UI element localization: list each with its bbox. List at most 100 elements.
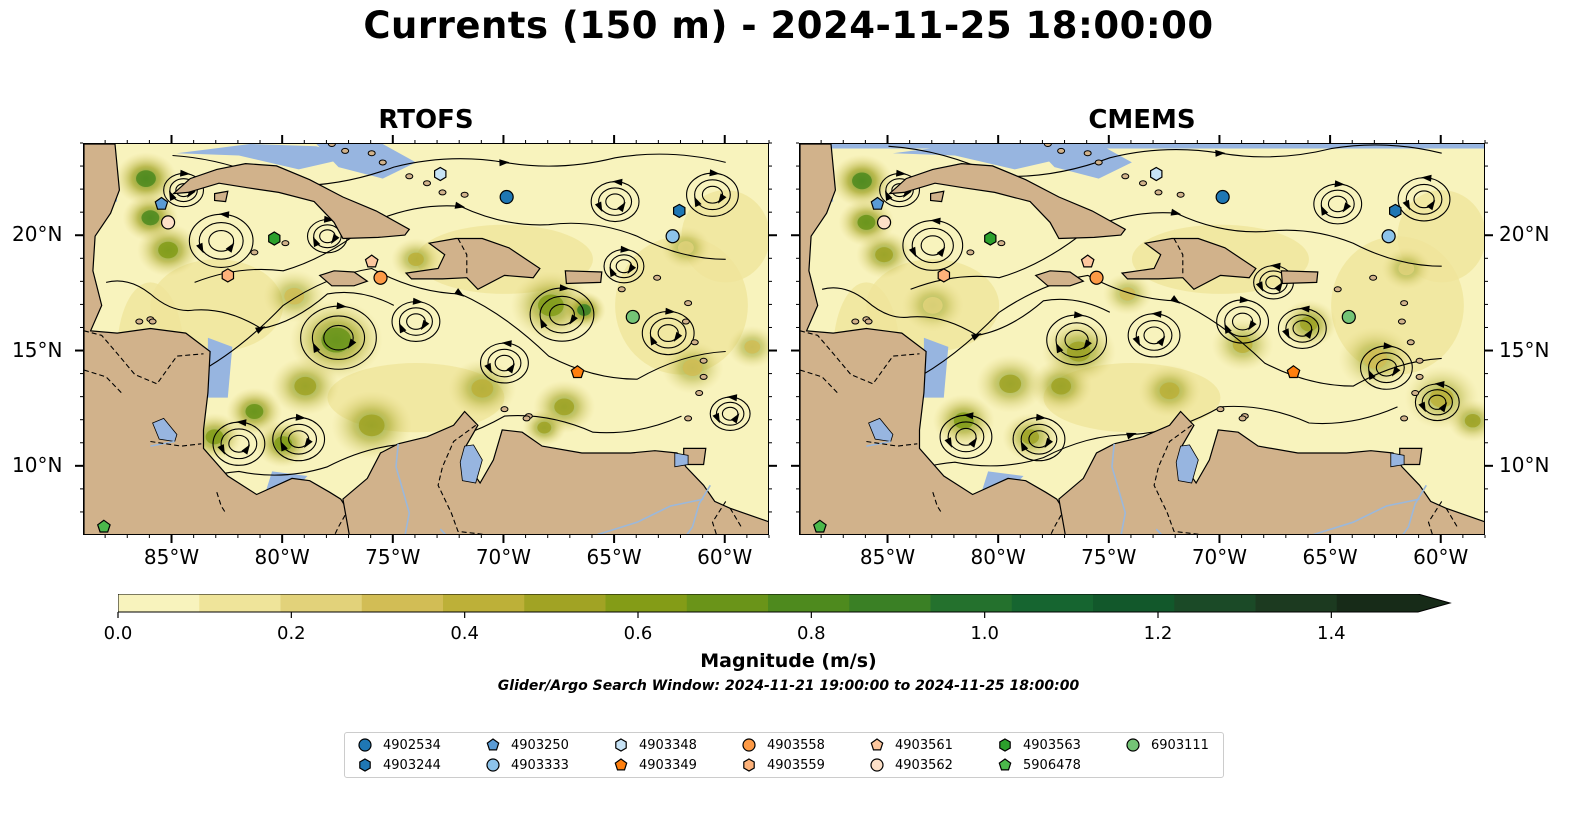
island [1400, 300, 1409, 307]
legend-item-4903562: 4903562 [869, 756, 953, 774]
platform-marker-4903563[interactable] [268, 231, 281, 246]
map-canvas-cmems [800, 144, 1484, 534]
island [1176, 191, 1185, 198]
platform-marker-4903558[interactable] [373, 270, 388, 285]
land-isleYouth [930, 190, 945, 203]
platform-marker-5906478[interactable] [812, 519, 827, 533]
legend-label: 5906478 [1023, 757, 1081, 773]
island [281, 240, 290, 247]
platform-marker-4903333[interactable] [665, 229, 680, 244]
stream-arrow [454, 288, 465, 297]
platform-marker-4903244[interactable] [672, 203, 686, 219]
stream-arrow [930, 217, 941, 225]
stream-arrow [726, 394, 738, 402]
stream-arrow [620, 245, 631, 253]
platform-marker-4903561[interactable] [1080, 254, 1095, 268]
x-tick-label: 70°W [475, 545, 532, 569]
platform-marker-4902534[interactable] [499, 189, 514, 205]
country-border [437, 424, 486, 534]
platform-marker-4903250[interactable] [154, 196, 169, 210]
current-core [538, 294, 564, 317]
platform-marker-4903559[interactable] [221, 268, 235, 283]
current-core [471, 379, 494, 398]
platform-marker-4903348[interactable] [1150, 166, 1163, 182]
platform-marker-4903244[interactable] [1388, 203, 1402, 219]
y-tick-label: 15°N [12, 337, 63, 362]
platform-marker-6903111[interactable] [625, 309, 640, 325]
stream-arrow [420, 319, 430, 331]
island [1415, 357, 1424, 364]
platform-marker-4903561[interactable] [364, 254, 379, 268]
stream-arrow [594, 201, 603, 212]
platform-marker-6903111[interactable] [1341, 309, 1356, 325]
figure-title: Currents (150 m) - 2024-11-25 18:00:00 [363, 4, 1214, 47]
land-centralAmerica [800, 144, 1067, 534]
land-jamaica [318, 270, 369, 287]
map-panel-rtofs[interactable] [83, 143, 769, 535]
x-tick-label: 60°W [697, 545, 753, 569]
country-border [866, 440, 918, 447]
legend-label: 6903111 [1151, 737, 1209, 753]
platform-marker-4903348[interactable] [434, 166, 447, 182]
legend-label: 4902534 [383, 737, 441, 753]
stream-arrow [1255, 281, 1264, 292]
stream-arrow [484, 362, 492, 374]
platform-marker-4903562[interactable] [876, 215, 892, 230]
pentagon-marker-icon [870, 738, 884, 751]
platform-marker-4903562[interactable] [160, 215, 176, 230]
island [1397, 318, 1406, 325]
colorbar-tick-label: 1.2 [1143, 623, 1173, 644]
island [405, 173, 414, 180]
river [1155, 528, 1163, 534]
platform-marker-4902534[interactable] [1215, 189, 1230, 205]
stream-arrow [1421, 174, 1432, 182]
stream-arrow [885, 190, 893, 201]
streamline [220, 428, 258, 460]
island [1238, 415, 1247, 422]
stream-arrow [1036, 413, 1047, 421]
panel-title-rtofs: RTOFS [378, 105, 474, 135]
stream-arrow [241, 444, 250, 455]
country-border [1153, 424, 1202, 534]
platform-marker-4903559[interactable] [937, 268, 951, 283]
platform-marker-4903250[interactable] [870, 196, 885, 210]
colorbar [117, 593, 1458, 622]
platform-marker-4903349[interactable] [570, 365, 585, 379]
stream-arrow [1282, 328, 1290, 339]
panel-title-cmems: CMEMS [1088, 105, 1196, 135]
x-tick-label: 70°W [1191, 545, 1248, 569]
stream-arrow [1383, 342, 1394, 350]
current-core [922, 297, 943, 314]
stream-arrow [255, 326, 266, 334]
platform-marker-5906478[interactable] [96, 519, 111, 533]
map-panel-cmems[interactable] [799, 143, 1485, 535]
legend-item-4903250: 4903250 [485, 736, 569, 754]
hexagon-marker-icon [999, 738, 1011, 752]
x-tick-label: 60°W [1413, 545, 1469, 569]
stream-arrow [1418, 401, 1426, 413]
streamline [1055, 322, 1098, 358]
island [684, 300, 693, 307]
legend-item-4903349: 4903349 [613, 756, 697, 774]
stream-arrow [1270, 262, 1281, 270]
stream-arrow [1402, 199, 1411, 211]
platform-marker-4903333[interactable] [1381, 229, 1396, 244]
current-core [274, 436, 293, 452]
platform-marker-4903558[interactable] [1089, 270, 1104, 285]
legend-label: 4903561 [895, 737, 953, 753]
stream-arrow [1126, 432, 1137, 440]
island [1333, 286, 1342, 293]
streamline [1135, 319, 1173, 351]
platform-marker-4903563[interactable] [984, 231, 997, 246]
colorbar-segment [768, 594, 850, 612]
platform-marker-4903349[interactable] [1286, 365, 1301, 379]
land-hispaniola [1120, 237, 1257, 291]
streamline [487, 348, 522, 378]
legend-label: 4903348 [639, 737, 697, 753]
island [684, 415, 693, 422]
legend-item-5906478: 5906478 [997, 756, 1081, 774]
river [1312, 498, 1420, 534]
y-tick-label: 10°N [12, 452, 63, 477]
stream-arrow [540, 317, 548, 329]
x-tick-label: 80°W [254, 545, 310, 569]
